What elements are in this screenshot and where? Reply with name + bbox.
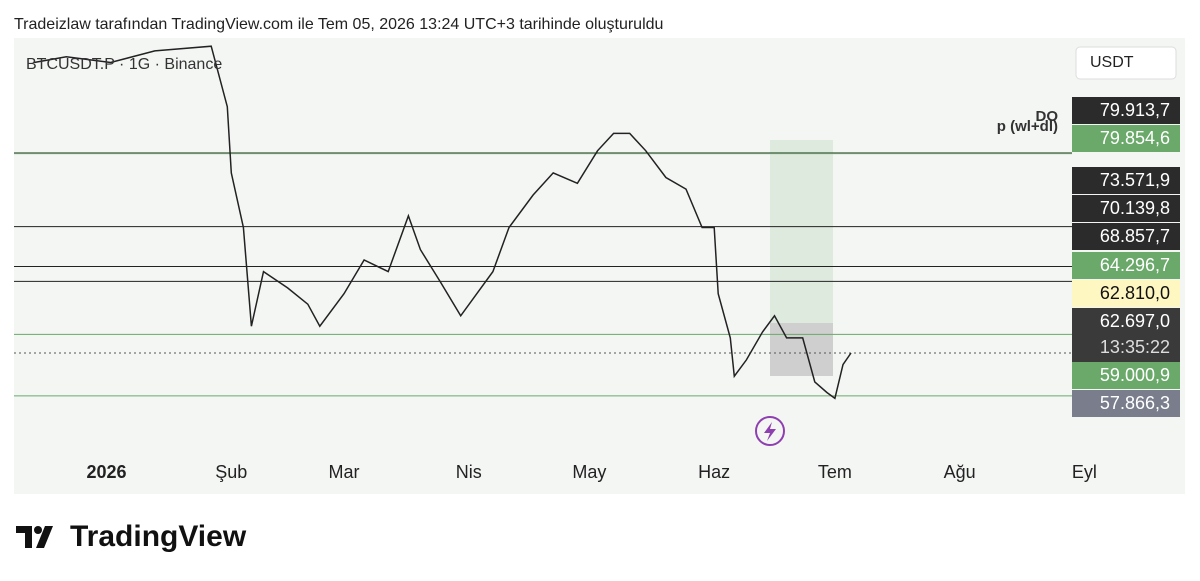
price-tag bbox=[1072, 390, 1180, 417]
price-tag bbox=[1072, 252, 1180, 279]
countdown: 13:35:22 bbox=[1100, 337, 1170, 357]
price-tag-label: 64.296,7 bbox=[1100, 255, 1170, 275]
profit-zone bbox=[770, 140, 833, 323]
currency-box[interactable] bbox=[1075, 46, 1177, 80]
price-tag-label: 79.854,6 bbox=[1100, 128, 1170, 148]
price-tag bbox=[1072, 280, 1180, 307]
price-tag bbox=[1072, 362, 1180, 389]
x-tick-label: Mar bbox=[328, 462, 359, 482]
price-tag-label: 57.866,3 bbox=[1100, 393, 1170, 413]
price-tag bbox=[1072, 308, 1180, 335]
price-tag-label: 79.913,7 bbox=[1100, 100, 1170, 120]
price-tag bbox=[1072, 223, 1180, 250]
symbol: BTCUSDT.P · 1G · Binance bbox=[26, 56, 222, 73]
price-tag-label: 68.857,7 bbox=[1100, 226, 1170, 246]
currency[interactable]: USDT bbox=[1090, 54, 1134, 71]
price-line bbox=[33, 45, 852, 400]
price-tag bbox=[1072, 97, 1180, 124]
chart-area bbox=[14, 38, 1185, 494]
price-tag bbox=[1072, 195, 1180, 222]
x-tick-label: 2026 bbox=[87, 462, 127, 482]
annotation: p (wl+dl) bbox=[997, 118, 1058, 135]
x-tick-label: Nis bbox=[456, 462, 482, 482]
brand: TradingView bbox=[70, 520, 247, 553]
price-tag-label: 73.571,9 bbox=[1100, 170, 1170, 190]
loss-zone bbox=[770, 323, 833, 376]
x-tick-label: May bbox=[572, 462, 606, 482]
logo bbox=[16, 526, 53, 548]
x-tick-label: Tem bbox=[818, 462, 852, 482]
event-bolt bbox=[764, 422, 776, 441]
x-tick-label: Şub bbox=[215, 462, 247, 482]
annotation: DO bbox=[1036, 108, 1059, 125]
x-tick-label: Haz bbox=[698, 462, 730, 482]
price-tag-label: 59.000,9 bbox=[1100, 365, 1170, 385]
price-tag-label: 62.810,0 bbox=[1100, 283, 1170, 303]
price-tag bbox=[1072, 125, 1180, 152]
x-tick-label: Ağu bbox=[944, 462, 976, 482]
price-tag-label: 70.139,8 bbox=[1100, 198, 1170, 218]
x-tick-label: Eyl bbox=[1072, 462, 1097, 482]
header: Tradeizlaw tarafından TradingView.com il… bbox=[14, 16, 663, 33]
price-tag bbox=[1072, 167, 1180, 194]
price-tag-label: 62.697,0 bbox=[1100, 311, 1170, 331]
countdown-tag bbox=[1072, 335, 1180, 362]
event-icon[interactable] bbox=[755, 416, 785, 446]
